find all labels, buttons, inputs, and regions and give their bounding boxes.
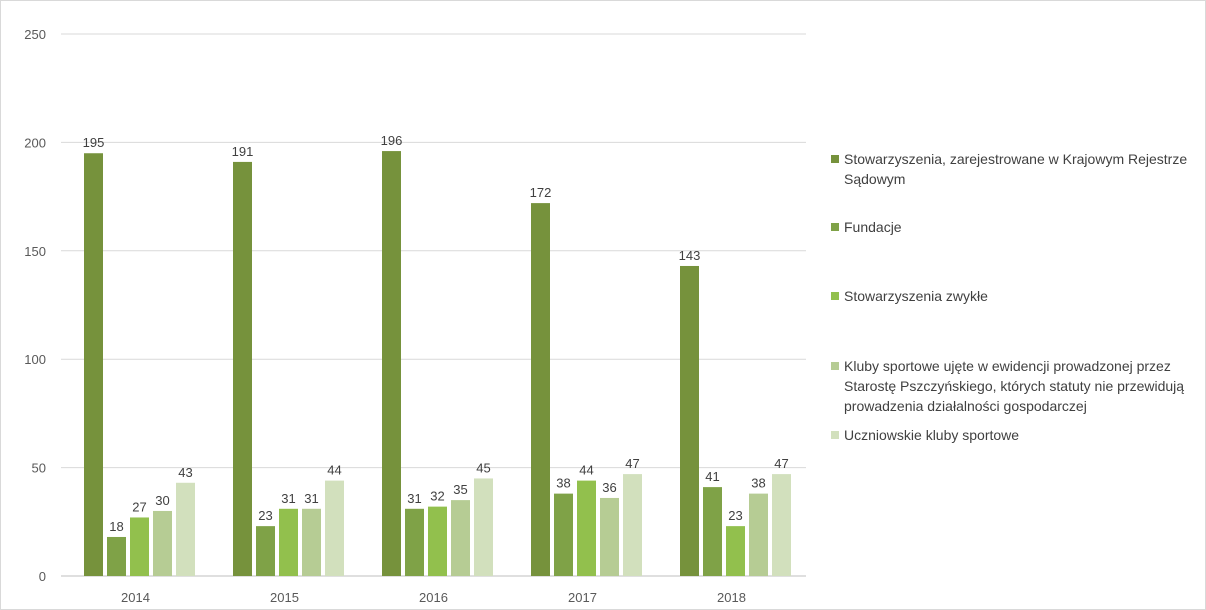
data-label: 45 (476, 460, 490, 475)
bar (749, 493, 768, 576)
data-label: 47 (774, 456, 788, 471)
legend-swatch-krs (831, 155, 839, 163)
data-label: 44 (327, 463, 341, 478)
bar (772, 474, 791, 576)
data-label: 172 (530, 185, 552, 200)
y-tick-label: 200 (24, 135, 46, 150)
data-label: 41 (705, 469, 719, 484)
data-label: 31 (407, 491, 421, 506)
data-label: 143 (679, 248, 701, 263)
chart-legend: Stowarzyszenia, zarejestrowane w Krajowy… (831, 1, 1203, 609)
legend-item-krs: Stowarzyszenia, zarejestrowane w Krajowy… (831, 149, 1206, 189)
bar (382, 151, 401, 576)
bar (84, 153, 103, 577)
y-tick-label: 0 (39, 569, 46, 584)
bar (279, 508, 298, 576)
legend-item-zwykle: Stowarzyszenia zwykłe (831, 286, 1206, 306)
bar (726, 526, 745, 576)
bar (153, 510, 172, 576)
bar (451, 500, 470, 576)
data-label: 35 (453, 482, 467, 497)
legend-label-zwykle: Stowarzyszenia zwykłe (844, 288, 988, 304)
x-tick-label: 2018 (717, 590, 746, 605)
legend-item-fundacje: Fundacje (831, 217, 1206, 237)
data-label: 31 (304, 491, 318, 506)
y-tick-label: 100 (24, 352, 46, 367)
legend-label-krs: Stowarzyszenia, zarejestrowane w Krajowy… (844, 151, 1188, 187)
bar (233, 161, 252, 577)
legend-item-kluby: Kluby sportowe ujęte w ewidencji prowadz… (831, 356, 1206, 416)
legend-label-kluby: Kluby sportowe ujęte w ewidencji prowadz… (844, 358, 1185, 414)
bar (302, 508, 321, 576)
data-label: 38 (751, 476, 765, 491)
data-label: 44 (579, 463, 593, 478)
legend-swatch-uks (831, 431, 839, 439)
data-label: 36 (602, 480, 616, 495)
data-label: 18 (109, 519, 123, 534)
bar (623, 474, 642, 576)
data-label: 30 (155, 493, 169, 508)
bar (107, 536, 126, 576)
bar (554, 493, 573, 576)
x-tick-label: 2014 (121, 590, 150, 605)
legend-swatch-fundacje (831, 223, 839, 231)
data-label: 191 (232, 144, 254, 159)
x-tick-label: 2016 (419, 590, 448, 605)
bar (703, 487, 722, 576)
data-label: 23 (258, 508, 272, 523)
bar-chart: 0 50 100 150 200 250 195 18 27 30 43 2014 191 23 31 31 4… (24, 27, 806, 605)
bar (256, 526, 275, 576)
legend-swatch-zwykle (831, 292, 839, 300)
data-label: 27 (132, 499, 146, 514)
bar (428, 506, 447, 576)
bar (176, 482, 195, 576)
y-tick-label: 150 (24, 244, 46, 259)
legend-item-uks: Uczniowskie kluby sportowe (831, 425, 1206, 445)
legend-swatch-kluby (831, 362, 839, 370)
x-tick-label: 2017 (568, 590, 597, 605)
bar (405, 508, 424, 576)
data-label: 32 (430, 489, 444, 504)
data-label: 31 (281, 491, 295, 506)
data-label: 38 (556, 476, 570, 491)
data-label: 43 (178, 465, 192, 480)
data-label: 47 (625, 456, 639, 471)
y-tick-label: 250 (24, 27, 46, 42)
legend-label-uks: Uczniowskie kluby sportowe (844, 427, 1020, 443)
bar (531, 203, 550, 576)
bar (474, 478, 493, 576)
data-label: 23 (728, 508, 742, 523)
bar (600, 497, 619, 576)
bar (130, 517, 149, 576)
bar (325, 480, 344, 576)
bar (577, 480, 596, 576)
data-label: 196 (381, 133, 403, 148)
y-tick-label: 50 (32, 461, 46, 476)
bar (680, 265, 699, 576)
x-tick-label: 2015 (270, 590, 299, 605)
data-label: 195 (83, 135, 105, 150)
legend-label-fundacje: Fundacje (844, 219, 902, 235)
